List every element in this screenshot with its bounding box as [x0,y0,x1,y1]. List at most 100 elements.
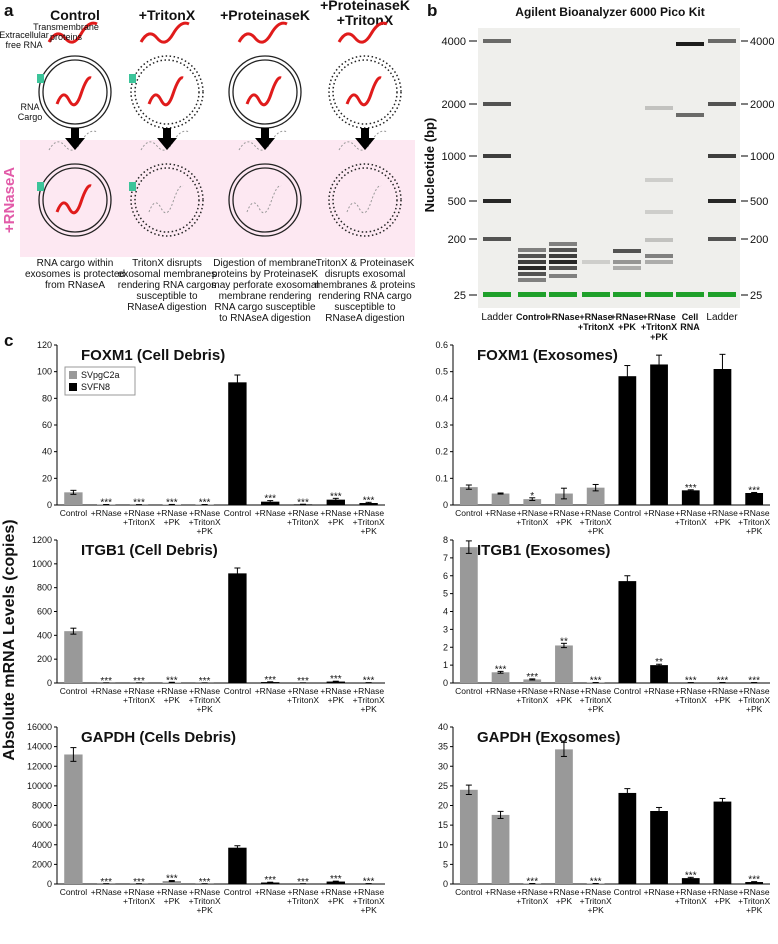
marker-band [645,292,673,297]
protein [129,182,136,191]
y-tick-label: 40 [438,722,448,732]
caption: to RNAseA digestion [219,313,311,324]
bar [64,754,83,884]
significance-label: *** [685,483,697,494]
gel-tick-label: 200 [448,234,466,246]
x-tick-label: Control [60,887,88,897]
gel-band [676,42,704,46]
significance-label: *** [133,877,145,888]
x-tick-label: +RNase +TritonX +PK [738,508,770,536]
caption: TritonX disrupts [132,258,202,269]
x-tick-label: +RNase +PK [548,686,579,705]
bar [618,581,637,683]
membrane [38,163,112,237]
legend-swatch [69,383,77,391]
significance-label: *** [590,877,602,888]
bar [745,493,764,505]
bar [326,499,345,505]
callout: Transmembrane [33,22,99,32]
significance-label: *** [526,672,538,683]
x-tick-label: +RNase [255,887,286,897]
caption: rendering RNA cargo [318,291,412,302]
caption: TritonX & ProteinaseK [316,258,415,269]
membrane [134,59,200,125]
y-tick-label: 25 [438,781,448,791]
caption: membrane rendering [219,291,312,302]
significance-label: *** [100,498,112,509]
y-tick-label: 7 [443,553,448,563]
bar [491,493,510,505]
x-tick-label: +RNase [91,686,122,696]
y-tick-label: 3 [443,624,448,634]
x-tick-label: +RNase +PK [156,887,187,906]
x-tick-label: +RNase +PK [320,887,351,906]
significance-label: *** [717,676,729,687]
gel-band [483,199,511,203]
gel-ylabel: Nucleotide (bp) [422,118,437,213]
lane-label: Cell RNA [680,312,700,332]
free-rna [237,21,288,44]
y-tick-label: 80 [42,393,52,403]
bar [491,814,510,884]
caption: disrupts exosomal [325,269,406,280]
x-tick-label: +RNase +TritonX +PK [580,686,612,714]
bar [459,547,478,683]
y-tick-label: 4000 [32,840,52,850]
membrane [130,163,204,237]
gel-band [483,102,511,106]
y-tick-label: 1 [443,660,448,670]
marker-band [676,292,704,297]
x-tick-label: +RNase +PK [707,686,738,705]
side-label: +RNaseA [1,167,18,233]
y-tick-label: 0 [47,678,52,688]
x-tick-label: +RNase [485,887,516,897]
x-tick-label: +RNase +PK [707,887,738,906]
marker-band [483,292,511,297]
bar [523,499,542,505]
significance-label: *** [264,675,276,686]
x-tick-label: +RNase +TritonX [675,686,707,705]
significance-label: *** [199,676,211,687]
gel-band [483,237,511,241]
bar [745,882,764,884]
y-tick-label: 0.6 [435,340,448,350]
y-tick-label: 1200 [32,535,52,545]
y-tick-label: 100 [37,367,52,377]
gel-band [676,113,704,117]
rna-cargo [147,76,184,107]
significance-label: *** [590,676,602,687]
y-tick-label: 2 [443,642,448,652]
caption: may perforate exosomal [211,280,318,291]
y-tick-label: 20 [42,473,52,483]
legend-label: SVFN8 [81,382,110,392]
y-tick-label: 0.2 [435,447,448,457]
x-tick-label: Control [455,887,483,897]
bar [459,487,478,505]
gel-band [518,248,546,252]
callout: proteins [50,32,83,42]
gel-band [645,260,673,264]
marker-band [708,292,736,297]
y-tick-label: 6000 [32,820,52,830]
gel-band [708,237,736,241]
y-tick-label: 200 [37,654,52,664]
x-tick-label: +RNase +TritonX +PK [353,887,385,915]
significance-label: *** [133,676,145,687]
bar [228,382,247,505]
significance-label: *** [330,674,342,685]
x-tick-label: +RNase +PK [156,686,187,705]
x-tick-label: +RNase +PK [548,508,579,527]
y-tick-label: 6 [443,571,448,581]
gel-band [549,254,577,258]
significance-label: *** [297,877,309,888]
gel-band [518,272,546,276]
gel-band [708,39,736,43]
panel-label: c [4,331,13,350]
x-tick-label: Control [60,686,88,696]
x-tick-label: Control [224,686,252,696]
column-header: +TritonX [337,12,394,28]
gel-band [518,260,546,264]
gel-tick-label: 200 [750,234,768,246]
gel-band [613,260,641,264]
membrane [228,163,302,237]
